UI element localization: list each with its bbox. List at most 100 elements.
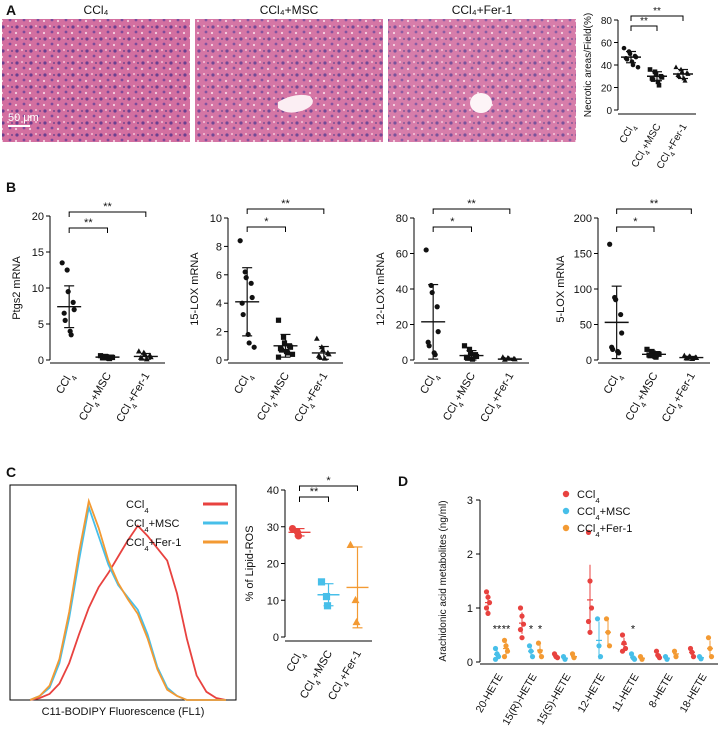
y-tick-label: 20 <box>396 320 408 332</box>
panel-label-d: D <box>398 473 408 489</box>
significance-label: * <box>631 623 636 635</box>
y-tick-label: 50 <box>580 320 592 332</box>
significance-label: ** <box>653 6 661 17</box>
significance-label: * <box>450 216 455 228</box>
significance-label: ** <box>103 201 112 213</box>
data-point <box>69 332 74 337</box>
data-point <box>62 311 67 316</box>
data-point <box>618 312 623 317</box>
image-label-msc: CCl₄+MSC <box>260 3 319 17</box>
x-tick-label: 15(R)-HETE <box>500 672 539 728</box>
data-point <box>628 51 633 56</box>
x-tick-label: CCl4 <box>418 370 443 398</box>
x-tick-label: CCl4+MSC <box>623 370 663 424</box>
he-image-fer1: CCl₄+Fer-1 <box>388 3 576 142</box>
y-tick-label: 60 <box>601 39 613 50</box>
chart-arachidonic-metabolites: 0 1 2 3 Arachidonic acid metabolites (ng/ml)… <box>438 489 718 728</box>
data-point <box>353 618 361 625</box>
data-point <box>60 260 65 265</box>
image-label-fer1: CCl₄+Fer-1 <box>452 3 513 17</box>
x-tick-label: CCl4 <box>602 370 627 398</box>
y-tick-label: 100 <box>574 284 592 296</box>
x-tick-label: 20-HETE <box>474 672 506 715</box>
significance-label: ** <box>640 16 648 27</box>
x-tick-label: 18-HETE <box>678 672 710 715</box>
y-tick-label: 0 <box>273 632 279 644</box>
data-point <box>318 578 325 585</box>
data-point <box>247 340 252 345</box>
y-tick-label: 10 <box>267 595 279 607</box>
significance-label: ** <box>467 198 476 210</box>
data-point <box>424 247 429 252</box>
chart-ptgs2: 0 5 10 15 20 Ptgs2 mRNA CCl4CCl4+MSCCCl4+Fer-1… <box>11 201 165 426</box>
image-label-ccl4: CCl₄ <box>84 3 109 17</box>
x-tick-label: CCl4+Fer-1 <box>478 371 519 427</box>
y-axis-label: % of Lipid-ROS <box>244 526 256 602</box>
x-tick-label: 8-HETE <box>647 672 676 710</box>
he-image-msc: CCl₄+MSC <box>195 3 383 142</box>
data-point <box>622 46 627 51</box>
y-tick-label: 15 <box>32 247 44 259</box>
significance-label: ** <box>84 217 93 229</box>
data-point <box>619 330 624 335</box>
x-tick-label: CCl4+Fer-1 <box>114 371 155 427</box>
y-tick-label: 20 <box>601 84 613 95</box>
y-axis-label: 5-LOX mRNA <box>555 255 567 323</box>
data-point <box>595 616 600 621</box>
y-tick-label: 200 <box>574 213 592 225</box>
data-point <box>71 300 76 305</box>
x-axis-label: C11-BODIPY Fluorescence (FL1) <box>42 706 205 718</box>
y-tick-label: 6 <box>216 270 222 282</box>
y-axis-label: Ptgs2 mRNA <box>11 256 23 320</box>
data-point <box>249 281 254 286</box>
y-tick-label: 20 <box>32 211 44 223</box>
y-tick-label: 80 <box>396 213 408 225</box>
scale-bar <box>8 125 30 127</box>
x-tick-label: CCl4 <box>54 370 79 398</box>
y-tick-label: 0 <box>216 355 222 367</box>
x-tick-label: CCl4+MSC <box>441 370 481 424</box>
y-tick-label: 1 <box>467 603 473 615</box>
y-tick-label: 3 <box>467 495 473 507</box>
data-point <box>706 635 711 640</box>
data-point <box>241 312 246 317</box>
y-tick-label: 4 <box>216 298 222 310</box>
significance-label: * <box>633 216 638 228</box>
data-point <box>462 343 467 348</box>
y-tick-label: 10 <box>210 213 222 225</box>
data-point <box>436 329 441 334</box>
chart-15-lox: 024681015-LOX mRNACCl4CCl4+MSCCCl4+Fer-1… <box>189 198 343 426</box>
y-tick-label: 0 <box>586 355 592 367</box>
y-tick-label: 20 <box>267 559 279 571</box>
x-tick-label: CCl4+MSC <box>255 370 295 424</box>
scale-bar-label: 50 μm <box>8 112 39 124</box>
y-axis-label: 15-LOX mRNA <box>189 252 201 326</box>
data-point <box>65 267 70 272</box>
panel-label-c: C <box>6 464 16 480</box>
data-point <box>238 238 243 243</box>
x-tick-label: 11-HETE <box>610 672 642 715</box>
x-tick-label: CCl4+Fer-1 <box>292 371 333 427</box>
panel-label-a: A <box>6 2 16 18</box>
legend-marker <box>563 525 569 531</box>
y-axis-label: Arachidonic acid metabolites (ng/ml) <box>438 500 449 661</box>
data-point <box>282 340 287 345</box>
data-point <box>613 297 618 302</box>
data-point <box>136 348 142 353</box>
significance-label: * <box>264 216 269 228</box>
y-tick-label: 2 <box>216 327 222 339</box>
data-point <box>279 347 284 352</box>
legend-label: CCl4+Fer-1 <box>126 537 181 553</box>
y-tick-label: 0 <box>606 106 612 117</box>
y-tick-label: 150 <box>574 249 592 261</box>
legend-label: CCl4 <box>126 499 149 515</box>
chart-5-lox: 0 50 100 150 200 5-LOX mRNA CCl4CCl4+MSCCCl4+F… <box>555 198 710 426</box>
data-point <box>63 318 68 323</box>
y-tick-label: 2 <box>467 549 473 561</box>
y-tick-label: 0 <box>467 657 473 669</box>
significance-label: ** <box>493 623 502 635</box>
y-tick-label: 8 <box>216 241 222 253</box>
data-point <box>657 83 662 88</box>
y-tick-label: 40 <box>396 284 408 296</box>
data-point <box>252 345 257 350</box>
